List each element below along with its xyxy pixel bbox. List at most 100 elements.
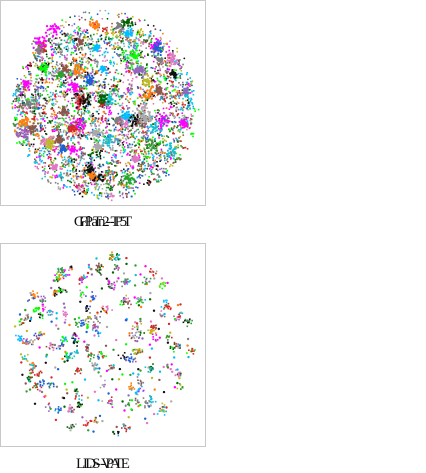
data-point [140, 28, 142, 30]
data-point [130, 51, 132, 53]
data-point [172, 50, 174, 52]
data-point [111, 157, 113, 159]
data-point [97, 98, 99, 100]
data-point [46, 25, 48, 27]
data-point [146, 153, 148, 155]
data-point [166, 65, 168, 67]
data-point [31, 111, 33, 113]
data-point [124, 57, 126, 59]
data-point [119, 79, 121, 81]
data-point [141, 67, 143, 69]
data-point [121, 20, 123, 22]
data-point [67, 175, 69, 177]
data-point [117, 81, 119, 83]
data-point [120, 41, 122, 43]
data-point [136, 37, 138, 39]
data-point [44, 67, 46, 69]
data-point [182, 86, 184, 88]
data-point [25, 133, 27, 135]
data-point [130, 159, 132, 161]
data-point [39, 147, 41, 149]
data-point [49, 72, 51, 74]
data-point [99, 55, 101, 57]
data-point [44, 166, 46, 168]
data-point [88, 47, 90, 49]
data-point [60, 91, 62, 93]
data-point [130, 74, 132, 76]
data-point [169, 114, 171, 116]
data-point [95, 135, 97, 137]
data-point [173, 148, 175, 150]
data-point [152, 75, 154, 77]
data-point [67, 78, 69, 80]
data-point [126, 37, 128, 39]
data-point [178, 82, 180, 84]
data-point [113, 46, 115, 48]
data-point [86, 185, 88, 187]
data-point [138, 71, 140, 73]
data-point [34, 83, 36, 85]
data-point [88, 183, 90, 185]
data-point [139, 126, 141, 128]
data-point [106, 175, 108, 177]
data-point [132, 184, 134, 186]
data-point [97, 13, 99, 15]
data-point [180, 140, 182, 142]
data-point [61, 62, 63, 64]
data-point [34, 103, 36, 105]
data-point [153, 103, 155, 105]
data-point [150, 41, 152, 43]
data-point [57, 176, 59, 178]
data-point [166, 93, 168, 95]
data-point [95, 145, 97, 147]
data-point [45, 74, 47, 76]
data-point [117, 90, 119, 92]
data-point [110, 98, 112, 100]
data-point [145, 47, 147, 49]
data-point [84, 110, 86, 112]
data-point [79, 19, 81, 21]
data-point [41, 74, 43, 76]
data-point [44, 168, 46, 170]
data-point [68, 165, 70, 167]
data-point [38, 82, 40, 84]
data-point [183, 58, 185, 60]
data-point [55, 98, 57, 100]
data-point [96, 148, 98, 150]
data-point [57, 51, 59, 53]
data-point [85, 132, 87, 134]
data-point [28, 89, 30, 91]
data-point [83, 36, 85, 38]
data-point [60, 124, 62, 126]
data-point [105, 78, 107, 80]
data-point [46, 117, 48, 119]
data-point [146, 107, 148, 109]
data-point [57, 84, 59, 86]
data-point [51, 107, 53, 109]
data-point [135, 150, 137, 152]
data-point [138, 105, 140, 107]
data-point [82, 147, 84, 149]
data-point [172, 130, 174, 132]
data-point [36, 65, 38, 67]
data-point [63, 108, 65, 110]
data-point [84, 135, 86, 137]
data-point [26, 136, 28, 138]
data-point [186, 108, 188, 110]
data-point [169, 152, 171, 154]
data-point [120, 144, 122, 146]
data-point [77, 142, 79, 144]
data-point [69, 173, 71, 175]
data-point [173, 157, 175, 159]
data-point [53, 160, 55, 162]
data-point [49, 151, 51, 153]
data-point [77, 155, 79, 157]
data-point [109, 71, 111, 73]
data-point [113, 124, 115, 126]
data-point [192, 115, 194, 117]
data-point [24, 131, 26, 133]
data-point [114, 176, 116, 178]
data-point [67, 111, 69, 113]
data-point [123, 152, 125, 154]
data-point [135, 49, 137, 51]
